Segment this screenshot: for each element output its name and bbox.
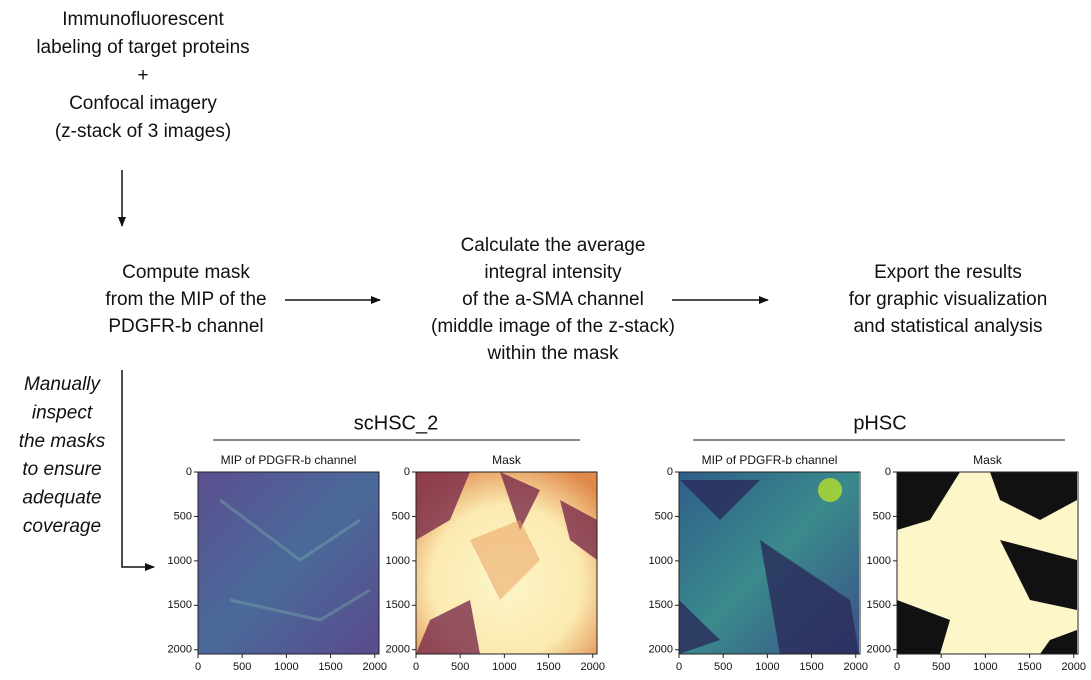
- y-tick-label: 2000: [867, 644, 891, 656]
- x-tick-label: 1000: [973, 661, 997, 673]
- x-tick-label: 2000: [363, 661, 387, 673]
- step-text: of the a-SMA channel: [462, 289, 644, 310]
- x-tick-label: 1500: [799, 661, 823, 673]
- step-text: labeling of target proteins: [36, 37, 249, 58]
- step-text: Compute mask: [122, 262, 250, 283]
- image: [897, 472, 1077, 654]
- x-tick-label: 0: [413, 661, 419, 673]
- x-tick-label: 500: [451, 661, 469, 673]
- x-tick-label: 1500: [318, 661, 342, 673]
- x-tick-label: 1000: [274, 661, 298, 673]
- x-tick-label: 1500: [536, 661, 560, 673]
- y-tick-label: 1500: [867, 599, 891, 611]
- x-tick-label: 2000: [844, 661, 868, 673]
- y-tick-label: 500: [174, 510, 192, 522]
- x-tick-label: 0: [894, 661, 900, 673]
- x-tick-label: 1000: [755, 661, 779, 673]
- step-text: for graphic visualization: [849, 289, 1048, 310]
- y-tick-label: 1000: [386, 555, 410, 567]
- y-tick-label: 500: [655, 510, 673, 522]
- step-text: the masks: [19, 431, 106, 452]
- y-tick-label: 0: [186, 466, 192, 478]
- x-tick-label: 0: [676, 661, 682, 673]
- x-tick-label: 1000: [492, 661, 516, 673]
- group-title: pHSC: [853, 412, 906, 434]
- step-text: adequate: [22, 488, 101, 509]
- group-title: scHSC_2: [354, 412, 438, 434]
- y-tick-label: 1500: [168, 599, 192, 611]
- y-tick-label: 2000: [168, 644, 192, 656]
- panel-title: Mask: [973, 453, 1003, 467]
- step-text: (middle image of the z-stack): [431, 316, 675, 337]
- step-text: coverage: [23, 516, 101, 537]
- y-tick-label: 500: [873, 510, 891, 522]
- x-tick-label: 2000: [581, 661, 605, 673]
- panel-title: Mask: [492, 453, 522, 467]
- step-text: PDGFR-b channel: [108, 316, 263, 337]
- image: [198, 472, 379, 654]
- x-tick-label: 1500: [1017, 661, 1041, 673]
- panel-title: MIP of PDGFR-b channel: [702, 453, 838, 467]
- y-tick-label: 0: [404, 466, 410, 478]
- y-tick-label: 2000: [386, 644, 410, 656]
- step-text: Confocal imagery: [69, 93, 217, 114]
- y-tick-label: 1500: [386, 599, 410, 611]
- y-tick-label: 2000: [649, 644, 673, 656]
- x-tick-label: 500: [233, 661, 251, 673]
- y-tick-label: 1000: [867, 555, 891, 567]
- y-tick-label: 500: [392, 510, 410, 522]
- x-tick-label: 2000: [1062, 661, 1086, 673]
- step-text: to ensure: [22, 459, 101, 480]
- y-tick-label: 1000: [649, 555, 673, 567]
- x-tick-label: 500: [714, 661, 732, 673]
- step-text: Manually: [24, 374, 102, 395]
- y-tick-label: 1500: [649, 599, 673, 611]
- step-text: +: [137, 65, 148, 86]
- x-tick-label: 500: [932, 661, 950, 673]
- panel-title: MIP of PDGFR-b channel: [221, 453, 357, 467]
- arrow: [122, 370, 154, 567]
- diagram: Immunofluorescent labeling of target prot…: [0, 0, 1091, 675]
- step-text: from the MIP of the: [105, 289, 266, 310]
- step-text: Calculate the average: [461, 235, 646, 256]
- x-tick-label: 0: [195, 661, 201, 673]
- step-text: Immunofluorescent: [62, 9, 224, 30]
- y-tick-label: 0: [885, 466, 891, 478]
- image: [416, 472, 597, 654]
- step-text: integral intensity: [484, 262, 622, 283]
- step-text: inspect: [32, 402, 93, 423]
- y-tick-label: 0: [667, 466, 673, 478]
- step-text: Export the results: [874, 262, 1022, 283]
- step-text: within the mask: [487, 343, 619, 364]
- y-tick-label: 1000: [168, 555, 192, 567]
- image: [679, 472, 859, 654]
- step-text: and statistical analysis: [853, 316, 1042, 337]
- step-text: (z-stack of 3 images): [55, 121, 231, 142]
